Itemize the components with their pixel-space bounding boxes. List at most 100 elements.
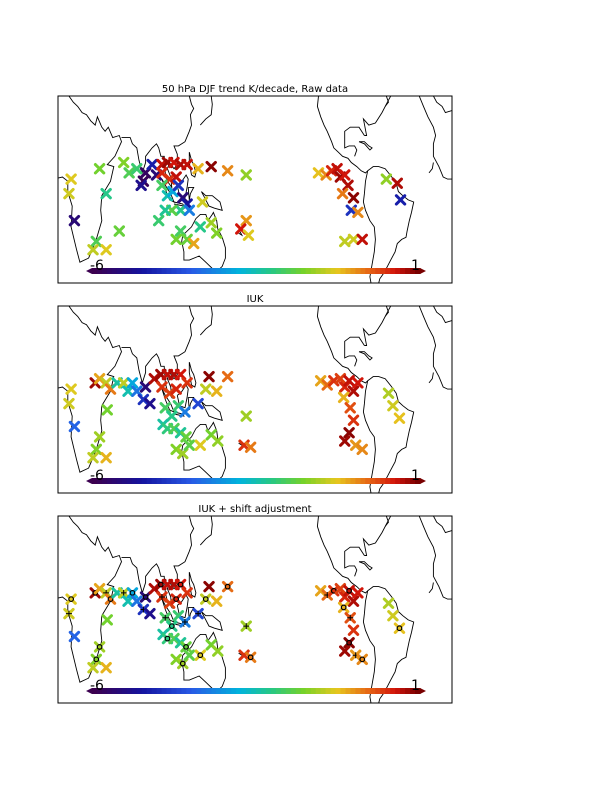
station-marker: [339, 169, 351, 181]
colorbar-swatch: [101, 268, 108, 274]
coastline-segment: [418, 306, 452, 390]
colorbar-swatch: [290, 478, 297, 484]
colorbar-swatch: [161, 478, 168, 484]
colorbar-swatch: [256, 478, 262, 484]
station-marker: [347, 192, 360, 204]
station-marker: [65, 383, 77, 395]
colorbar-swatch: [410, 268, 416, 274]
colorbar-swatch: [380, 688, 386, 694]
station-marker: [159, 204, 171, 216]
station-marker: [93, 583, 106, 595]
station-marker: [123, 167, 135, 179]
station-marker: [166, 620, 178, 632]
colorbar-swatch: [400, 478, 406, 484]
station-marker: [139, 591, 152, 603]
colorbar-swatch: [241, 478, 247, 484]
colorbar-swatch: [146, 268, 153, 274]
station-marker: [126, 587, 139, 599]
colorbar-swatch: [206, 268, 212, 274]
colorbar-swatch: [151, 478, 158, 484]
station-marker: [382, 597, 395, 609]
colorbar-swatch: [365, 478, 371, 484]
colorbar-swatch: [116, 268, 123, 274]
station-marker: [192, 163, 204, 175]
colorbar-swatch: [345, 478, 352, 484]
station-shift-marker: [158, 594, 165, 601]
colorbar-swatch: [226, 478, 232, 484]
station-marker: [183, 204, 196, 216]
map-frame: [57, 95, 453, 284]
station-marker: [343, 585, 355, 597]
colorbar-swatch: [166, 268, 173, 274]
coastline-segment: [362, 306, 392, 346]
coastline-segment: [384, 306, 390, 317]
coastline-segment: [428, 162, 434, 174]
map-frame: [57, 515, 453, 704]
station-marker: [183, 439, 196, 451]
coastline-segment: [367, 166, 415, 283]
coastline-segment: [316, 306, 376, 493]
colorbar-swatch: [280, 268, 287, 274]
colorbar-swatch: [156, 688, 163, 694]
station-marker: [205, 160, 217, 173]
coastline-segment: [432, 96, 452, 114]
colorbar-swatch: [410, 688, 416, 694]
colorbar-swatch: [355, 688, 361, 694]
colorbar-arrow-right: [420, 478, 426, 484]
coastline-segment: [58, 306, 122, 473]
colorbar-swatch: [265, 688, 272, 694]
coastline-segment: [188, 571, 197, 598]
station-marker: [244, 651, 257, 663]
coastline-segment: [384, 516, 390, 527]
colorbar-swatch: [181, 268, 188, 274]
colorbar-swatch: [256, 268, 262, 274]
colorbar-swatch: [176, 268, 183, 274]
station-marker: [181, 233, 193, 246]
station-marker: [314, 585, 327, 597]
colorbar-swatch: [295, 688, 302, 694]
station-marker: [393, 622, 406, 634]
station-marker: [200, 383, 212, 395]
station-marker: [221, 370, 234, 383]
colorbar-swatch: [181, 478, 188, 484]
station-marker: [90, 443, 103, 456]
colorbar-swatch: [221, 478, 227, 484]
colorbar-swatch: [261, 478, 267, 484]
coastline-segment: [344, 126, 365, 157]
station-marker: [144, 397, 156, 410]
station-marker: [387, 610, 399, 622]
coastline-segment: [418, 516, 452, 600]
station-marker: [101, 404, 113, 416]
station-marker: [194, 221, 206, 233]
colorbar-swatch: [330, 268, 337, 274]
coastline-segment: [199, 96, 213, 126]
colorbar-swatch: [315, 478, 322, 484]
station-adjusted-marker: [359, 656, 366, 663]
station-adjusted-marker: [330, 587, 337, 594]
coastline-segment: [344, 546, 365, 577]
station-marker: [203, 580, 215, 593]
colorbar-swatch: [335, 268, 342, 274]
colorbar-swatch: [121, 688, 128, 694]
station-adjusted-marker: [177, 581, 184, 588]
station-marker: [117, 156, 130, 169]
colorbar-swatch: [231, 478, 237, 484]
colorbar-swatch: [325, 268, 332, 274]
station-adjusted-marker: [224, 583, 231, 590]
colorbar-swatch: [171, 478, 178, 484]
colorbar-swatch: [365, 688, 371, 694]
colorbar-swatch: [151, 688, 158, 694]
colorbar-swatch: [246, 478, 252, 484]
station-marker: [393, 412, 406, 424]
colorbar-swatch: [410, 478, 416, 484]
colorbar-swatch: [285, 688, 292, 694]
station-marker: [343, 375, 355, 387]
station-adjusted-marker: [157, 581, 164, 588]
station-marker: [163, 387, 176, 399]
colorbar-swatch: [126, 688, 133, 694]
colorbar-swatch: [270, 268, 277, 274]
station-adjusted-marker: [142, 594, 149, 600]
colorbar-swatch: [270, 688, 277, 694]
station-marker: [166, 410, 178, 422]
